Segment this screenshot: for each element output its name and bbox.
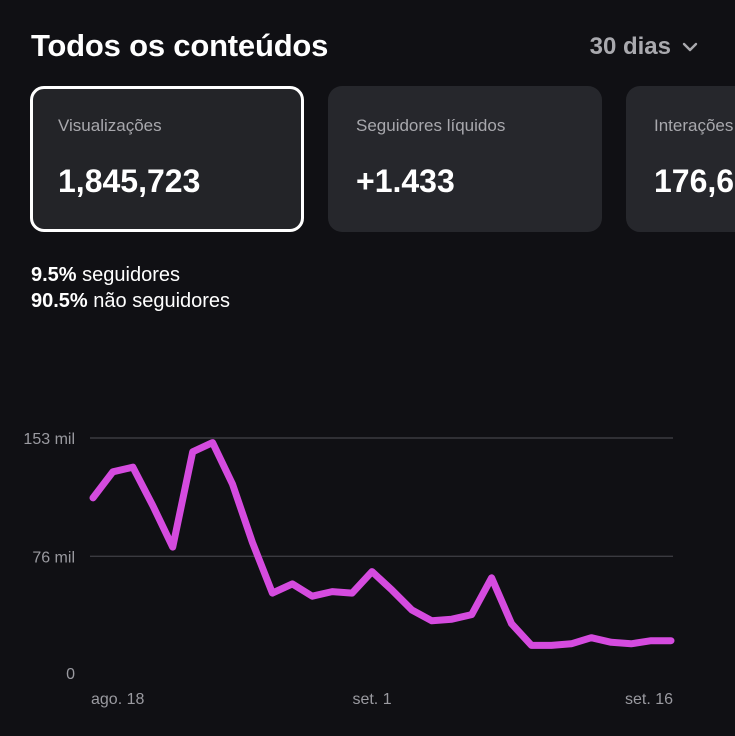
metric-card-label: Seguidores líquidos [356, 116, 506, 135]
non-followers-pct: 90.5% [31, 290, 88, 312]
audience-breakdown: 9.5% seguidores 90.5% não seguidores [31, 262, 230, 314]
x-tick-label: set. 16 [625, 691, 673, 708]
non-followers-label: não seguidores [93, 290, 231, 312]
y-tick-label: 76 mil [32, 549, 75, 566]
metric-card-views[interactable]: Visualizações 1,845,723 [30, 86, 304, 232]
metric-card-value: +1.433 [356, 163, 455, 199]
followers-share: 9.5% seguidores [31, 262, 230, 288]
metric-card-value: 1,845,723 [58, 163, 201, 199]
views-series-line [89, 439, 675, 649]
metric-cards: Visualizações 1,845,723 Seguidores líqui… [0, 86, 735, 232]
metric-card-label: Visualizações [58, 116, 162, 135]
metric-card-value: 176,6 [654, 163, 735, 199]
y-tick-label: 153 mil [23, 431, 75, 448]
y-tick-label: 0 [66, 666, 75, 683]
period-label: 30 dias [589, 33, 671, 60]
chevron-down-icon [682, 42, 698, 52]
x-tick-label: ago. 18 [91, 691, 144, 708]
views-chart: 153 mil 76 mil 0 ago. 18 set. 1 set. 16 [0, 420, 735, 736]
x-tick-label: set. 1 [352, 691, 391, 708]
followers-pct: 9.5% [31, 264, 77, 286]
metric-card-net-followers[interactable]: Seguidores líquidos +1.433 [328, 86, 602, 232]
period-selector[interactable]: 30 dias [590, 33, 699, 61]
metric-card-label: Interações [654, 116, 734, 135]
line-chart: 153 mil 76 mil 0 ago. 18 set. 1 set. 16 [23, 431, 675, 708]
non-followers-share: 90.5% não seguidores [31, 288, 230, 314]
metric-card-interactions[interactable]: Interações 176,6 [626, 86, 735, 232]
page-title: Todos os conteúdos [31, 28, 329, 63]
followers-label: seguidores [82, 264, 180, 286]
